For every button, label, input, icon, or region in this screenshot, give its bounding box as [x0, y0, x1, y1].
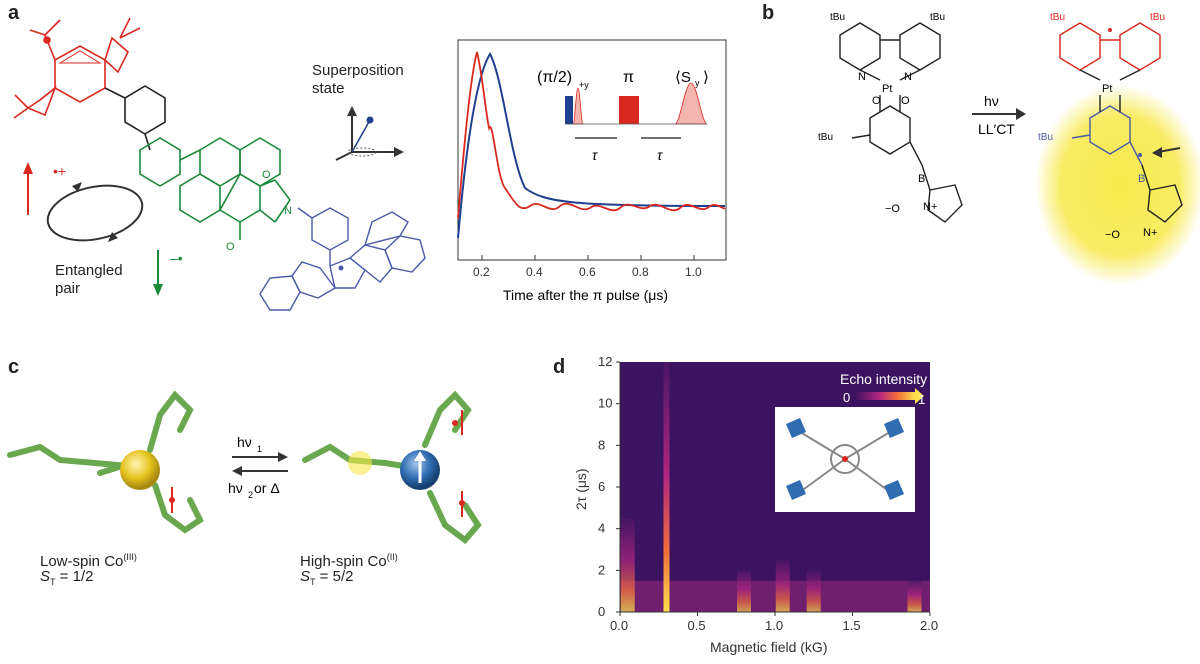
heatmap-feature-1 [620, 518, 635, 612]
bloch-axes [335, 106, 404, 161]
xtick-2: 0.6 [579, 265, 596, 279]
blue-trace [457, 52, 726, 239]
boron-left: B [918, 173, 925, 185]
signal-close: ⟩ [703, 69, 709, 86]
arrow-label-llct: LL′CT [978, 121, 1015, 137]
tau-label-1: τ [592, 147, 598, 163]
tbu-6: tBu [1038, 132, 1053, 143]
svg-text:O: O [226, 241, 235, 253]
d-ylabel: 2τ (μs) [573, 468, 589, 510]
heatmap-low-tau-band [620, 580, 930, 612]
heatmap-feature-0 [663, 362, 670, 612]
heatmap-feature-5 [907, 580, 922, 612]
xtick-4: 1.0 [685, 265, 702, 279]
panel-letter-d: d [553, 356, 566, 378]
green-acceptor-fragment [139, 137, 291, 240]
tbu-2: tBu [930, 12, 945, 23]
panel-letter-c: c [8, 356, 20, 378]
d-ytick-3: 6 [598, 479, 605, 494]
pulse1-sub: +y [579, 80, 589, 90]
svg-text:O: O [872, 95, 881, 107]
d-xtick-1: 0.5 [688, 618, 706, 633]
entangled-pair-label: Entangled pair [55, 262, 123, 297]
low-spin-value: ST = 1/2 [40, 568, 94, 587]
n-plus-right: N+ [1143, 227, 1157, 239]
colorbar-min: 0 [843, 390, 850, 405]
colorbar-title: Echo intensity [840, 371, 927, 387]
high-spin-value: ST = 5/2 [300, 568, 354, 587]
radical-anion-label: –• [170, 250, 183, 266]
radical-cation-label: •+ [53, 163, 66, 179]
d-xtick-3: 1.5 [843, 618, 861, 633]
porphyrin-inset [775, 407, 915, 512]
panel-a-echo-trace: τ τ (π/2) +y π ⟨S y ⟩ 0.2 0.4 0.6 0.8 1.… [457, 39, 727, 303]
red-trace [457, 51, 726, 219]
d-ytick-4: 8 [598, 437, 605, 452]
high-spin-frame [302, 390, 482, 545]
d-ytick-2: 4 [598, 521, 605, 536]
tbu-3: tBu [818, 132, 833, 143]
panel-c-complexes: hν 1 hν 2 or Δ [7, 390, 482, 545]
x-ticks: 0.2 0.4 0.6 0.8 1.0 [473, 255, 702, 279]
high-spin-label: High-spin Co(II) [300, 552, 398, 570]
pulse2-label: π [623, 69, 634, 86]
tbu-5: tBu [1150, 12, 1165, 23]
red-donor-fragment [13, 17, 141, 119]
d-ytick-0: 0 [598, 604, 605, 619]
arrow-hv2-rest: or Δ [254, 480, 280, 496]
svg-text:N: N [284, 205, 292, 217]
xtick-3: 0.8 [632, 265, 649, 279]
svg-text:O: O [901, 95, 910, 107]
svg-text:N: N [858, 71, 866, 83]
pt-right: Pt [1102, 83, 1112, 95]
boron-right: B [1138, 173, 1145, 185]
d-xtick-0: 0.0 [610, 618, 628, 633]
arrow-label-hv: hν [984, 93, 999, 109]
arrow-hv1: hν [237, 434, 252, 450]
fluorenyl-fragment [259, 207, 426, 311]
excited-state-highlight [1035, 85, 1200, 285]
colorbar-max: 1 [918, 392, 925, 407]
entangled-loop [46, 184, 144, 242]
d-xtick-2: 1.0 [765, 618, 783, 633]
n-plus-left: N+ [923, 201, 937, 213]
svg-text:N: N [904, 71, 912, 83]
tbu-1: tBu [830, 12, 845, 23]
heatmap-feature-4 [806, 570, 821, 612]
pt-left: Pt [882, 83, 892, 95]
o-minus-right: −O [1105, 229, 1120, 241]
panel-b-scheme: N N Pt O O tBu tBu tBu B −O N+ hν LL′CT … [818, 12, 1200, 285]
d-xtick-4: 2.0 [920, 618, 938, 633]
tau-label-2: τ [657, 147, 663, 163]
signal-label: ⟨S [675, 69, 691, 86]
panel-a-xlabel: Time after the π pulse (μs) [503, 287, 668, 303]
panel-d-heatmap: 0.0 0.5 1.0 1.5 2.0 0 2 4 6 8 10 12 Echo intensity … [560, 352, 960, 659]
heatmap-feature-2 [737, 570, 751, 612]
arrow-hv2: hν [228, 480, 243, 496]
arrow-hv1-sub: 1 [257, 444, 262, 454]
xtick-1: 0.4 [526, 265, 543, 279]
d-ytick-6: 12 [598, 354, 612, 369]
heatmap-feature-3 [775, 559, 790, 612]
cobalt-iii-sphere [120, 450, 160, 490]
tbu-4: tBu [1050, 12, 1065, 23]
colorbar [855, 392, 915, 400]
d-xlabel: Magnetic field (kG) [710, 639, 827, 655]
d-ytick-1: 2 [598, 562, 605, 577]
pulse1-label: (π/2) [537, 69, 572, 86]
xtick-0: 0.2 [473, 265, 490, 279]
panel-letter-b: b [762, 2, 775, 24]
svg-text:O: O [262, 169, 271, 181]
o-minus-left: −O [885, 203, 900, 215]
phenyl-linker [104, 85, 166, 151]
panel-letter-a: a [8, 2, 20, 24]
low-spin-label: Low-spin Co(III) [40, 552, 137, 570]
arrow-hv2-sub: 2 [248, 490, 253, 500]
d-ytick-5: 10 [598, 396, 612, 411]
superposition-state-label: Superposition state [312, 62, 404, 97]
panel-a-molecule: O O N •+ –• [13, 17, 426, 311]
signal-sub: y [695, 78, 700, 88]
